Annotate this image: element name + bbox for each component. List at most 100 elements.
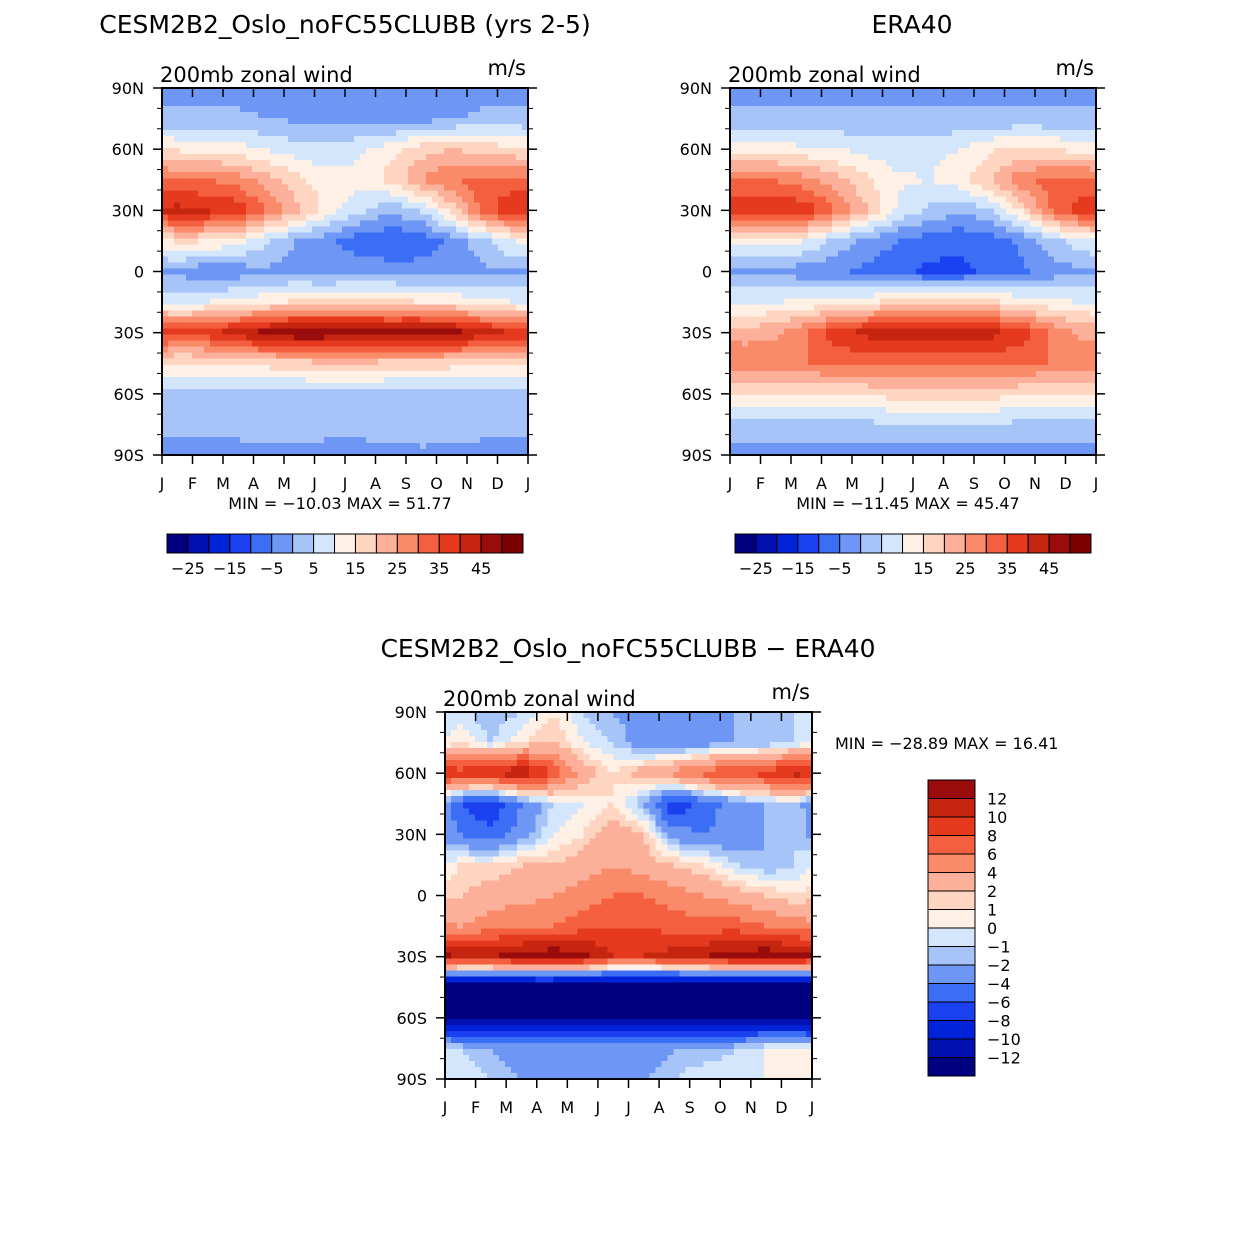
heatmap-cell: [444, 136, 451, 143]
heatmap-cell: [480, 448, 487, 456]
heatmap-cell: [264, 364, 271, 372]
heatmap-cell: [946, 118, 953, 125]
heatmap-cell: [1084, 130, 1091, 137]
heatmap-cell: [162, 274, 169, 282]
heatmap-cell: [1012, 172, 1019, 179]
heatmap-cell: [204, 88, 211, 95]
heatmap-cell: [504, 346, 511, 354]
heatmap-cell: [372, 340, 379, 348]
heatmap-cell: [270, 382, 277, 390]
heatmap-cell: [444, 376, 451, 384]
heatmap-cell: [312, 286, 319, 294]
heatmap-cell: [246, 160, 253, 167]
heatmap-cell: [366, 442, 373, 450]
heatmap-cell: [826, 142, 833, 149]
heatmap-cell: [234, 370, 241, 378]
heatmap-cell: [1036, 94, 1043, 101]
heatmap-cell: [324, 190, 331, 197]
heatmap-cell: [510, 226, 517, 233]
heatmap-cell: [360, 382, 367, 390]
heatmap-cell: [174, 118, 181, 125]
heatmap-cell: [204, 424, 211, 432]
heatmap-cell: [360, 94, 367, 101]
heatmap-cell: [450, 268, 457, 276]
heatmap-cell: [336, 262, 343, 270]
heatmap-cell: [372, 334, 379, 342]
heatmap-cell: [306, 310, 313, 318]
heatmap-cell: [468, 322, 475, 330]
heatmap-cell: [282, 250, 289, 258]
heatmap-cell: [952, 118, 959, 125]
heatmap-cell: [264, 412, 271, 420]
heatmap-cell: [760, 100, 767, 107]
heatmap-cell: [162, 172, 169, 179]
heatmap-cell: [330, 448, 337, 456]
heatmap-cell: [402, 376, 409, 384]
heatmap-cell: [240, 424, 247, 432]
heatmap-cell: [180, 382, 187, 390]
heatmap-cell: [270, 184, 277, 191]
heatmap-cell: [300, 100, 307, 107]
heatmap-cell: [420, 262, 427, 270]
heatmap-cell: [372, 142, 379, 149]
heatmap-cell: [234, 304, 241, 312]
heatmap-cell: [886, 142, 893, 149]
heatmap-cell: [402, 328, 409, 336]
heatmap-cell: [336, 112, 343, 119]
heatmap-cell: [742, 178, 749, 185]
heatmap-cell: [456, 208, 463, 215]
heatmap-cell: [498, 232, 505, 240]
heatmap-cell: [228, 256, 235, 264]
heatmap-cell: [294, 154, 301, 161]
heatmap-cell: [748, 112, 755, 119]
heatmap-cell: [856, 94, 863, 101]
heatmap-cell: [420, 298, 427, 306]
heatmap-cell: [288, 238, 295, 246]
heatmap-cell: [802, 178, 809, 185]
heatmap-cell: [324, 358, 331, 366]
heatmap-cell: [180, 388, 187, 396]
heatmap-cell: [384, 370, 391, 378]
heatmap-cell: [294, 88, 301, 95]
heatmap-cell: [306, 94, 313, 101]
heatmap-cell: [456, 436, 463, 444]
heatmap-cell: [300, 280, 307, 288]
heatmap-cell: [474, 226, 481, 233]
heatmap-cell: [450, 310, 457, 318]
heatmap-cell: [276, 370, 283, 378]
heatmap-cell: [516, 208, 523, 215]
heatmap-cell: [246, 184, 253, 191]
heatmap-cell: [312, 382, 319, 390]
heatmap-cell: [516, 382, 523, 390]
heatmap-cell: [742, 112, 749, 119]
heatmap-cell: [384, 376, 391, 384]
heatmap-cell: [216, 178, 223, 185]
heatmap-cell: [450, 136, 457, 143]
heatmap-cell: [324, 184, 331, 191]
heatmap-cell: [444, 268, 451, 276]
heatmap-cell: [1042, 118, 1049, 125]
heatmap-cell: [444, 352, 451, 360]
heatmap-cell: [210, 112, 217, 119]
heatmap-cell: [420, 358, 427, 366]
heatmap-cell: [1012, 154, 1019, 161]
heatmap-cell: [498, 268, 505, 276]
heatmap-cell: [498, 208, 505, 215]
heatmap-cell: [348, 184, 355, 191]
heatmap-cell: [420, 400, 427, 408]
heatmap-cell: [300, 418, 307, 426]
heatmap-cell: [336, 88, 343, 95]
colorbar-swatch: [292, 533, 315, 554]
heatmap-cell: [174, 442, 181, 450]
heatmap-cell: [1084, 142, 1091, 149]
heatmap-cell: [420, 328, 427, 336]
heatmap-cell: [168, 106, 175, 113]
heatmap-cell: [378, 166, 385, 173]
heatmap-cell: [522, 184, 529, 191]
heatmap-cell: [868, 130, 875, 137]
heatmap-cell: [480, 430, 487, 438]
heatmap-cell: [246, 136, 253, 143]
heatmap-cell: [378, 298, 385, 306]
heatmap-cell: [336, 322, 343, 330]
heatmap-cell: [360, 244, 367, 252]
